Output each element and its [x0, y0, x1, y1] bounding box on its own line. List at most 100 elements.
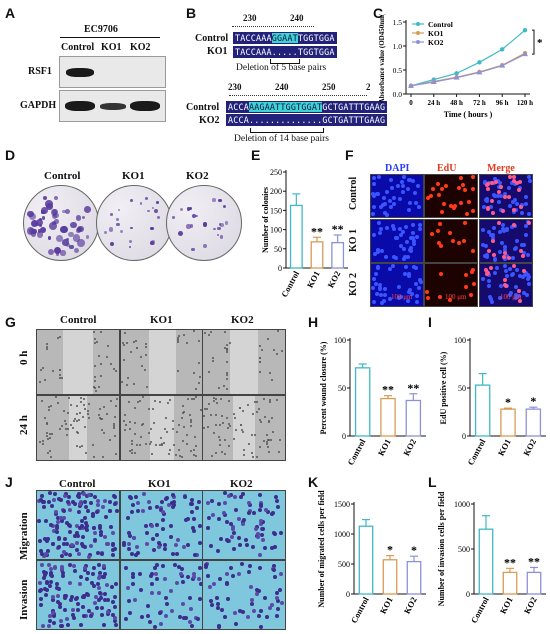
nucleus — [387, 297, 392, 302]
nucleus — [515, 238, 520, 243]
nucleus — [522, 291, 527, 296]
nucleus — [396, 296, 401, 301]
stained-cell — [112, 594, 117, 599]
ruler-bottom-240: 240 — [275, 82, 289, 92]
cell — [259, 371, 261, 374]
edu-positive-cell — [502, 255, 507, 260]
colony — [189, 207, 193, 211]
significance-label: * — [505, 395, 511, 409]
cell — [46, 431, 49, 434]
stained-cell — [162, 576, 167, 581]
stained-cell — [87, 492, 92, 497]
stained-cell — [276, 505, 281, 510]
dish-label-ko2: KO2 — [186, 170, 209, 182]
row-label-f-ko2: KO 2 — [348, 272, 359, 296]
nucleus — [379, 248, 384, 253]
edu-positive-cell — [490, 180, 495, 185]
nucleus — [417, 205, 422, 210]
cell — [269, 400, 272, 403]
nucleus — [382, 292, 387, 297]
stained-cell — [82, 565, 87, 570]
nucleus — [526, 175, 531, 180]
cell — [242, 430, 245, 433]
nucleus — [504, 273, 509, 278]
stained-cell — [110, 553, 115, 558]
x-tick-label: KO1 — [378, 595, 395, 615]
stained-cell — [161, 526, 166, 531]
stained-cell — [180, 580, 185, 585]
cell — [98, 386, 101, 389]
colony — [146, 209, 150, 213]
edu-positive-cell — [425, 289, 430, 294]
stained-cell — [77, 491, 82, 496]
cell — [153, 400, 156, 403]
nucleus — [500, 222, 505, 227]
bar — [502, 571, 518, 595]
cell — [48, 408, 51, 411]
seq-gap: .............. — [248, 115, 323, 125]
cell — [94, 375, 96, 378]
stained-cell — [91, 526, 96, 531]
stained-cell — [171, 494, 176, 499]
stained-cell — [152, 624, 157, 629]
bar — [310, 241, 324, 269]
colony — [172, 216, 175, 219]
stained-cell — [183, 494, 188, 499]
stained-cell — [171, 492, 176, 497]
bar — [500, 408, 516, 437]
stained-cell — [92, 538, 97, 543]
edu-positive-cell — [486, 248, 491, 253]
cell — [72, 420, 75, 423]
stained-cell — [95, 509, 100, 514]
edu-positive-cell — [458, 201, 463, 206]
colony — [32, 228, 38, 234]
cell — [103, 432, 106, 435]
cell — [147, 408, 150, 411]
cell — [59, 373, 61, 376]
significance-label: * — [530, 394, 536, 408]
stained-cell — [257, 492, 262, 497]
y-axis-label: Number of colonies — [261, 187, 270, 253]
nucleus — [482, 204, 487, 209]
stained-cell — [83, 499, 88, 504]
colony — [76, 226, 83, 232]
deletion-note-top: Deletion of 5 base pairs — [236, 63, 327, 73]
stained-cell — [68, 529, 73, 534]
cell — [252, 456, 255, 459]
colony — [156, 201, 160, 205]
nucleus — [407, 288, 412, 293]
stained-cell — [145, 531, 150, 536]
edu-positive-cell — [468, 292, 473, 297]
stained-cell — [80, 526, 85, 531]
stained-cell — [153, 566, 158, 571]
stained-cell — [48, 491, 53, 496]
cell — [153, 422, 156, 425]
stained-cell — [57, 545, 62, 550]
stained-cell — [83, 504, 88, 509]
stained-cell — [74, 523, 79, 528]
colony — [186, 224, 191, 229]
colony — [139, 202, 142, 205]
seq-bottom-ko2-label: KO2 — [199, 115, 220, 126]
colony — [68, 231, 74, 238]
stained-cell — [54, 582, 59, 587]
fluorescence-tile-edu-1 — [424, 219, 478, 263]
cell — [177, 335, 180, 338]
stained-cell — [113, 547, 118, 552]
edu-positive-cell — [489, 198, 494, 203]
cell — [129, 449, 132, 452]
stained-cell — [278, 588, 283, 593]
stained-cell — [42, 569, 47, 574]
edu-positive-cell — [470, 186, 475, 191]
stained-cell — [160, 510, 165, 515]
stained-cell — [126, 515, 131, 520]
x-axis-label: Time ( hours ) — [444, 110, 493, 119]
cell — [270, 379, 273, 382]
stained-cell — [41, 504, 46, 509]
seq-fragment: TGGTGGA — [297, 33, 335, 43]
stained-cell — [191, 526, 196, 531]
colony — [191, 214, 196, 219]
cell — [86, 410, 89, 413]
stained-cell — [83, 520, 88, 525]
stained-cell — [160, 518, 165, 523]
